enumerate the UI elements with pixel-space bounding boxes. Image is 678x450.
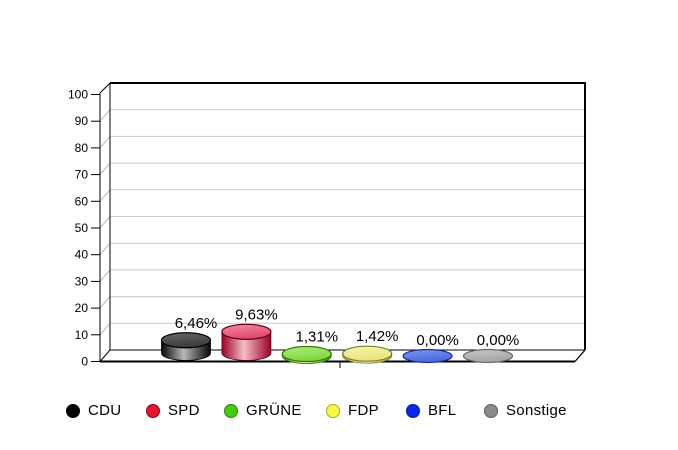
tick-diagonal-60 xyxy=(99,189,111,202)
legend-marker-sonstige xyxy=(484,404,498,418)
bar-top-grune xyxy=(281,345,332,363)
floor-left-diagonal xyxy=(99,349,111,362)
bar-top-bfl xyxy=(402,348,453,364)
legend-item-bfl: BFL xyxy=(406,403,456,419)
value-label-spd: 9,63% xyxy=(235,306,278,323)
tick-diagonal-90 xyxy=(99,109,111,122)
y-axis-tick-label-100: 100 xyxy=(68,88,88,102)
y-axis-tick-label-0: 0 xyxy=(81,355,88,369)
legend-label-bfl: BFL xyxy=(428,402,457,419)
chart-legend: CDU SPD GRÜNE FDP BFL Sonstige xyxy=(0,403,678,421)
legend-label-cdu: CDU xyxy=(88,402,122,419)
legend-label-fdp: FDP xyxy=(348,402,379,419)
floor-right-diagonal xyxy=(574,349,586,362)
axis-top-diagonal xyxy=(99,82,111,94)
tick-diagonal-80 xyxy=(99,136,111,149)
tick-diagonal-50 xyxy=(99,216,111,229)
value-label-grune: 1,31% xyxy=(296,329,339,346)
bar-top-sonstige xyxy=(462,348,514,364)
tick-diagonal-30 xyxy=(99,269,111,282)
bar-fdp xyxy=(342,345,393,364)
legend-marker-cdu xyxy=(66,404,80,418)
value-label-bfl: 0,00% xyxy=(416,332,459,349)
legend-label-grune: GRÜNE xyxy=(246,402,302,419)
tick-diagonal-10 xyxy=(99,322,111,336)
bar-bfl xyxy=(402,348,453,364)
bar-top-spd xyxy=(221,323,272,340)
legend-item-grune: GRÜNE xyxy=(224,403,302,419)
legend-label-sonstige: Sonstige xyxy=(506,402,567,419)
tick-diagonal-20 xyxy=(99,296,111,309)
y-axis-tick-label-70: 70 xyxy=(75,168,89,182)
legend-marker-spd xyxy=(146,404,160,418)
bar-cdu xyxy=(160,332,212,361)
y-axis-tick-label-90: 90 xyxy=(75,114,89,128)
legend-marker-fdp xyxy=(326,404,340,418)
value-label-cdu: 6,46% xyxy=(175,315,218,332)
y-axis-tick-label-60: 60 xyxy=(75,194,89,208)
legend-item-spd: SPD xyxy=(146,403,200,419)
legend-marker-grune xyxy=(224,404,238,418)
legend-marker-bfl xyxy=(406,404,420,418)
tick-diagonal-40 xyxy=(99,242,111,256)
bar-top-fdp xyxy=(342,345,393,362)
bar-sonstige xyxy=(462,348,514,364)
bar-spd xyxy=(221,323,272,361)
legend-label-spd: SPD xyxy=(168,402,200,419)
value-label-fdp: 1,42% xyxy=(356,328,399,345)
bar-top-cdu xyxy=(160,332,212,349)
y-axis-tick-label-30: 30 xyxy=(75,274,89,288)
legend-item-fdp: FDP xyxy=(326,403,379,419)
y-axis-tick-label-50: 50 xyxy=(75,221,89,235)
y-axis-tick-label-10: 10 xyxy=(75,328,89,342)
value-label-sonstige: 0,00% xyxy=(477,332,520,349)
tick-diagonal-70 xyxy=(99,162,111,175)
y-axis-tick-label-80: 80 xyxy=(75,141,89,155)
y-axis-tick-label-40: 40 xyxy=(75,248,89,262)
y-axis-tick-label-20: 20 xyxy=(75,301,89,315)
bar-grune xyxy=(281,345,332,364)
legend-item-sonstige: Sonstige xyxy=(484,403,567,419)
legend-item-cdu: CDU xyxy=(66,403,121,419)
